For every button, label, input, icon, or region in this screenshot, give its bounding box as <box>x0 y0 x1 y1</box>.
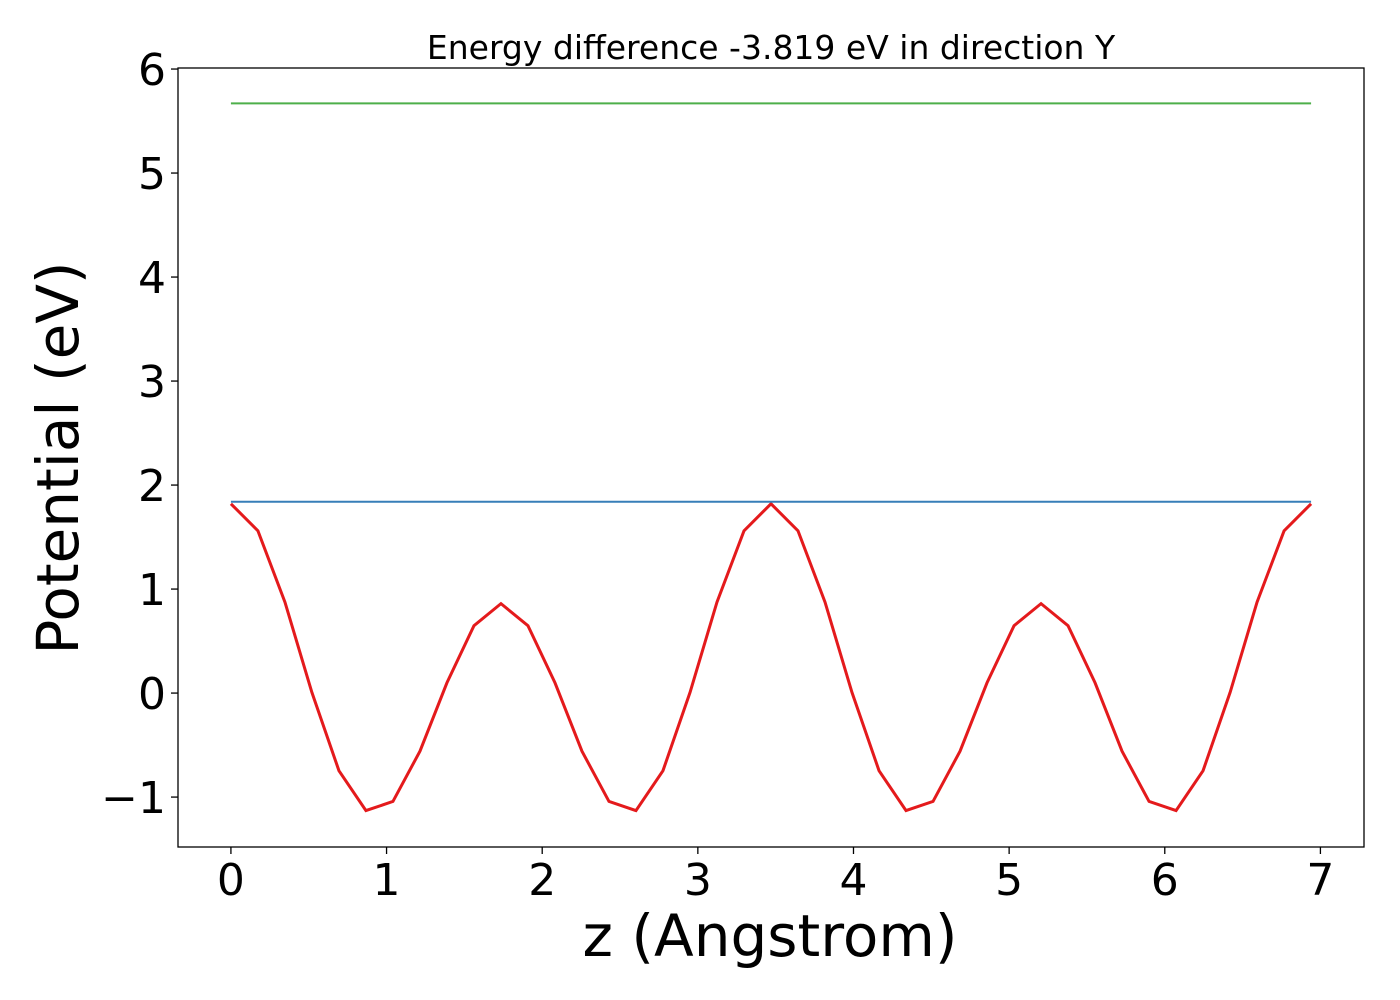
x-tick-label: 2 <box>528 855 556 906</box>
x-tick-label: 4 <box>839 855 867 906</box>
y-tick-label: 3 <box>138 357 166 408</box>
y-tick-label: 5 <box>138 149 166 200</box>
y-tick-label: 0 <box>138 669 166 720</box>
plot-frame <box>177 67 1365 848</box>
x-axis-label: z (Angstrom) <box>583 902 958 970</box>
y-tick-label: −1 <box>101 773 166 824</box>
chart-title: Energy difference -3.819 eV in direction… <box>427 28 1116 67</box>
x-tick-label: 3 <box>684 855 712 906</box>
x-tick-label: 1 <box>373 855 401 906</box>
line-series <box>229 501 1313 813</box>
y-tick-label: 1 <box>138 565 166 616</box>
y-axis-label: Potential (eV) <box>24 261 92 654</box>
x-tick-label: 0 <box>217 855 245 906</box>
x-tick-label: 6 <box>1151 855 1179 906</box>
y-tick-label: 2 <box>138 461 166 512</box>
x-tick-label: 7 <box>1306 855 1334 906</box>
y-tick-label: 6 <box>138 45 166 96</box>
y-tick-label: 4 <box>138 253 166 304</box>
x-tick-label: 5 <box>995 855 1023 906</box>
